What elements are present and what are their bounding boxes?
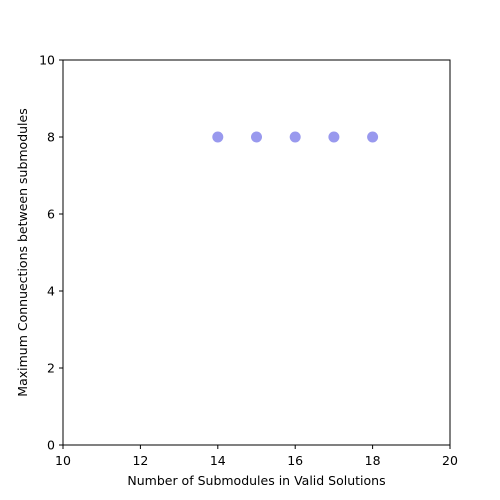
x-tick-label: 12 xyxy=(132,453,148,468)
y-tick-label: 8 xyxy=(47,130,55,145)
y-axis-label: Maximum Connuections between submodules xyxy=(15,108,30,396)
x-tick-label: 16 xyxy=(287,453,303,468)
axis-ticks: 10 12 14 16 18 20 0 2 4 6 8 10 xyxy=(39,53,458,469)
y-tick-label: 4 xyxy=(47,284,55,299)
y-tick-label: 2 xyxy=(47,361,55,376)
plot-frame xyxy=(62,59,451,446)
x-tick-label: 14 xyxy=(210,453,226,468)
y-tick-label: 6 xyxy=(47,207,55,222)
y-tick-label: 0 xyxy=(47,438,55,453)
plot-area xyxy=(62,59,451,446)
data-points xyxy=(212,131,379,143)
x-tick-label: 10 xyxy=(55,453,71,468)
x-tick-label: 20 xyxy=(442,453,458,468)
y-tick-label: 10 xyxy=(39,53,55,68)
data-point xyxy=(289,131,301,143)
data-point xyxy=(328,131,340,143)
data-point xyxy=(251,131,262,143)
x-axis-label: Number of Submodules in Valid Solutions xyxy=(127,473,385,488)
data-point xyxy=(367,131,379,143)
data-point xyxy=(212,131,224,143)
x-tick-label: 18 xyxy=(365,453,381,468)
